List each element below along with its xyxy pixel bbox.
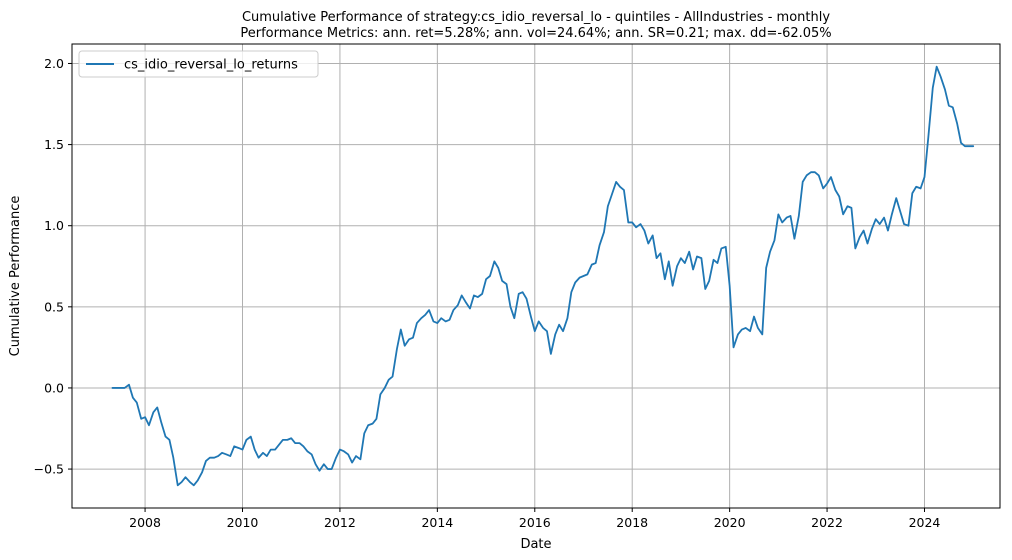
y-tick-label: 0.0	[44, 380, 64, 395]
y-tick-label: 0.5	[44, 299, 64, 314]
x-tick-label: 2008	[129, 515, 161, 530]
x-tick-label: 2012	[324, 515, 356, 530]
y-tick-label: 1.0	[44, 218, 64, 233]
legend-label: cs_idio_reversal_lo_returns	[124, 58, 298, 73]
y-tick-label: −0.5	[34, 462, 64, 477]
series-line	[111, 65, 975, 487]
chart-title: Cumulative Performance of strategy:cs_id…	[242, 10, 830, 25]
x-tick-label: 2016	[519, 515, 551, 530]
x-tick-label: 2010	[227, 515, 259, 530]
y-tick-label: 1.5	[44, 137, 64, 152]
series-layer	[111, 65, 975, 487]
y-axis-label: Cumulative Performance	[8, 196, 23, 357]
x-tick-label: 2020	[714, 515, 746, 530]
x-tick-label: 2014	[421, 515, 453, 530]
x-axis-label: Date	[520, 537, 551, 552]
x-tick-label: 2024	[909, 515, 941, 530]
x-tick-label: 2018	[616, 515, 648, 530]
y-tick-label: 2.0	[44, 56, 64, 71]
plot-area-frame	[71, 43, 1001, 509]
legend-box	[78, 50, 319, 78]
chart-subtitle: Performance Metrics: ann. ret=5.28%; ann…	[240, 26, 831, 41]
grid	[72, 44, 1000, 508]
x-tick-label: 2022	[811, 515, 843, 530]
x-axis: 2008 2010 2012 2014 2016 2018 2020 2022 2024	[129, 508, 940, 530]
legend: cs_idio_reversal_lo_returns	[78, 50, 319, 78]
y-axis: −0.5 0.0 0.5 1.0 1.5 2.0	[34, 56, 72, 477]
